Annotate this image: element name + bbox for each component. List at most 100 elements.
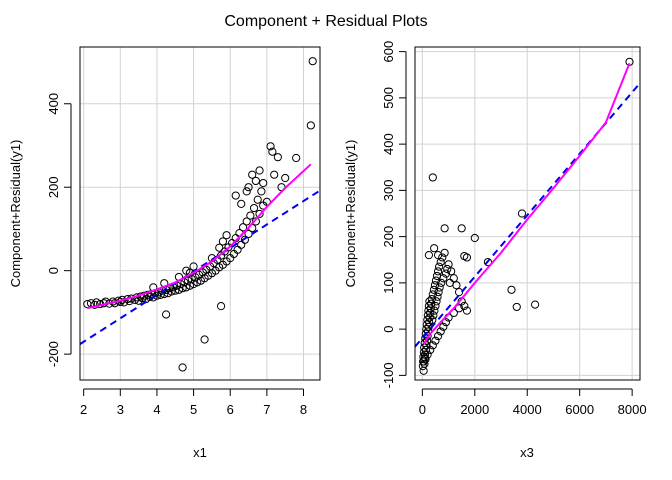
- data-point: [242, 217, 251, 226]
- data-point: [268, 147, 277, 156]
- x-tick-label: 6: [227, 402, 234, 417]
- data-point: [462, 253, 472, 262]
- data-point: [162, 310, 171, 319]
- y-tick-label: 0: [381, 326, 396, 333]
- data-point: [443, 264, 452, 274]
- data-point: [427, 294, 436, 304]
- data-point: [216, 302, 226, 311]
- y-tick-label: 500: [381, 87, 396, 109]
- data-point: [420, 353, 430, 362]
- y-tick-label: 600: [381, 41, 396, 63]
- data-point: [238, 223, 248, 232]
- linear-fit-line: [80, 189, 320, 345]
- data-point: [439, 322, 448, 331]
- data-point: [428, 290, 437, 299]
- data-point: [257, 187, 266, 196]
- data-point: [439, 274, 448, 283]
- x-tick-label: 2000: [460, 402, 489, 417]
- x-axis-label: x3: [520, 445, 534, 460]
- x-tick-label: 2: [80, 402, 87, 417]
- data-point: [292, 153, 301, 163]
- data-point: [430, 244, 439, 253]
- data-point: [149, 293, 158, 302]
- panel-x1: 2 3 4 5 6 7 8 x1 -200 0 200 400 Component+Residual(y…: [8, 46, 321, 460]
- data-point: [449, 274, 458, 283]
- x-tick-label: 8: [300, 402, 307, 417]
- data-point: [174, 285, 184, 294]
- x-tick-label: 5: [190, 402, 197, 417]
- x-tick-label: 4000: [513, 402, 542, 417]
- data-point: [438, 253, 447, 262]
- data-point: [255, 209, 264, 219]
- x-tick-label: 7: [263, 402, 270, 417]
- data-point: [457, 224, 466, 233]
- smooth-fit-line: [422, 62, 631, 345]
- data-point: [531, 300, 540, 309]
- data-point: [507, 285, 516, 294]
- data-point: [426, 345, 435, 355]
- data-point: [433, 251, 443, 260]
- data-point: [441, 318, 451, 327]
- plot-frame: [414, 46, 641, 381]
- y-tick-label: 400: [381, 133, 396, 155]
- data-point: [222, 231, 231, 240]
- smooth-fit-line: [87, 163, 312, 310]
- data-point: [444, 260, 453, 269]
- y-axis-label: Component+Residual(y1): [343, 140, 358, 288]
- data-point: [433, 292, 442, 301]
- data-point: [231, 191, 240, 200]
- data-point: [440, 224, 449, 233]
- y-tick-label: 400: [46, 93, 61, 115]
- data-point: [447, 267, 456, 276]
- y-tick-label: -200: [46, 341, 61, 367]
- y-tick-label: 200: [46, 176, 61, 198]
- data-point: [431, 301, 440, 311]
- data-point: [428, 341, 437, 350]
- data-point: [436, 257, 445, 267]
- data-point: [435, 283, 444, 292]
- data-point: [218, 237, 228, 246]
- data-point: [429, 285, 438, 294]
- y-tick-label: 200: [381, 226, 396, 248]
- y-tick-label: 0: [46, 267, 61, 274]
- data-point: [512, 302, 521, 312]
- data-point: [460, 301, 469, 311]
- figure-title: Component + Residual Plots: [224, 13, 427, 30]
- data-point: [248, 170, 257, 179]
- data-point: [178, 363, 187, 372]
- x-tick-label: 3: [117, 402, 124, 417]
- data-point: [433, 331, 443, 341]
- plot-area: [415, 57, 640, 375]
- data-point: [430, 306, 439, 315]
- data-point: [246, 211, 255, 220]
- y-tick-label: -100: [381, 362, 396, 388]
- data-point: [171, 286, 180, 295]
- data-point: [431, 336, 440, 345]
- data-point: [454, 288, 464, 297]
- data-point: [259, 178, 268, 188]
- data-point: [249, 203, 259, 213]
- x-tick-label: 8000: [618, 402, 647, 417]
- data-point: [419, 366, 428, 375]
- data-point: [441, 269, 451, 278]
- y-axis-label: Component+Residual(y1): [8, 140, 23, 288]
- data-point: [215, 243, 224, 252]
- data-point: [253, 195, 262, 204]
- x-tick-label: 6000: [565, 402, 594, 417]
- data-point: [428, 173, 437, 182]
- data-point: [255, 166, 264, 175]
- data-point: [270, 170, 279, 179]
- data-point: [421, 345, 431, 355]
- plot-area: [80, 57, 320, 372]
- data-point: [308, 57, 317, 66]
- x-axis-label: x1: [193, 445, 207, 460]
- data-point: [419, 357, 429, 366]
- data-point: [266, 142, 275, 151]
- data-point: [306, 121, 315, 130]
- data-point: [433, 267, 443, 276]
- data-point: [189, 262, 198, 271]
- data-point: [237, 199, 246, 209]
- data-point: [281, 173, 290, 183]
- data-point: [436, 327, 445, 336]
